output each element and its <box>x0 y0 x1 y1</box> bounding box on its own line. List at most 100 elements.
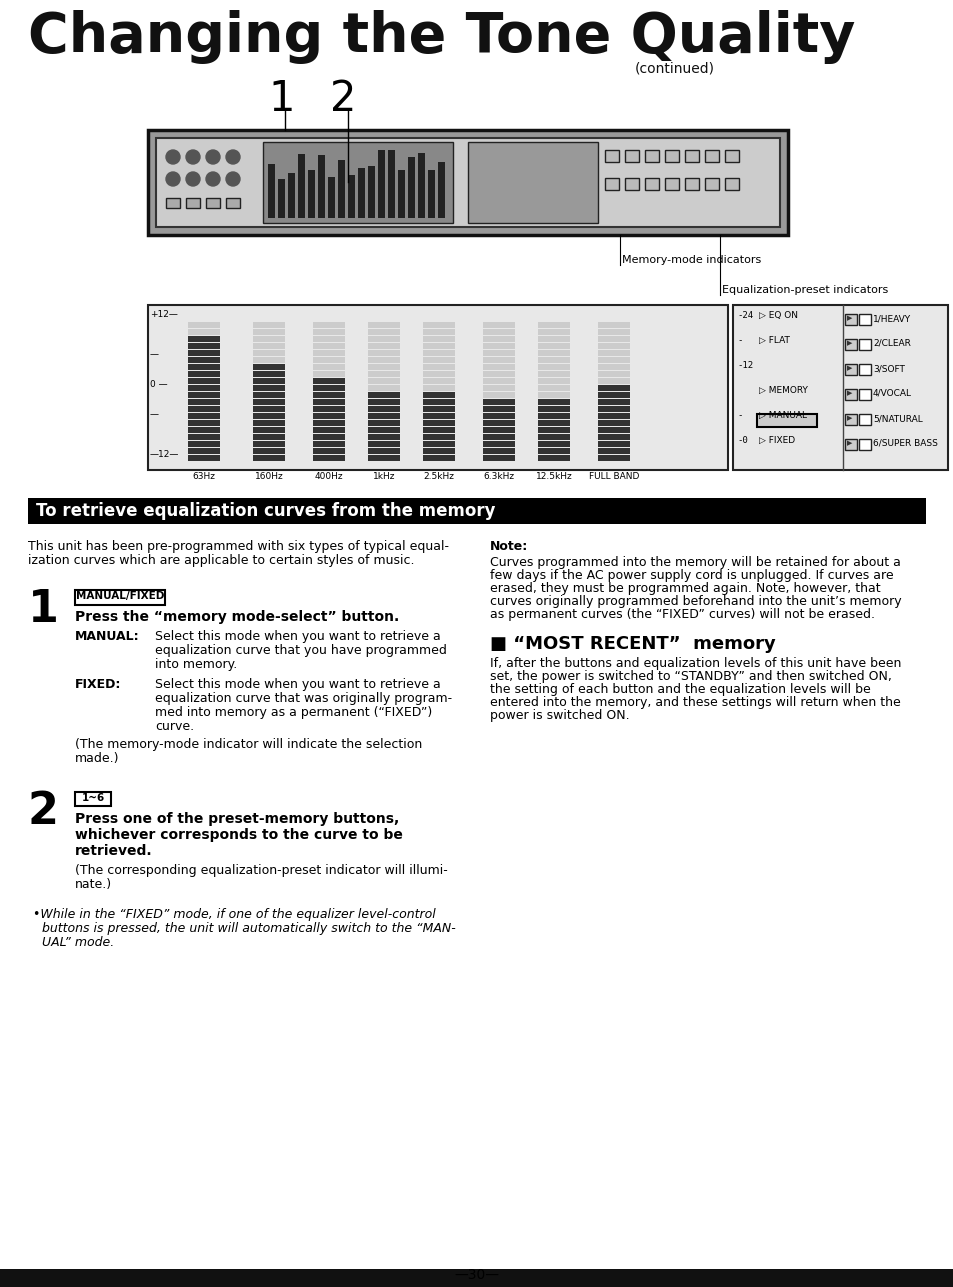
Bar <box>313 378 345 384</box>
Bar <box>482 364 515 369</box>
Bar <box>313 385 345 391</box>
Bar <box>226 198 240 208</box>
Bar <box>313 434 345 440</box>
Bar <box>537 364 569 369</box>
Bar <box>537 350 569 356</box>
Bar <box>328 178 335 218</box>
Bar <box>482 399 515 405</box>
Bar <box>368 371 399 377</box>
Bar <box>368 166 375 218</box>
Text: Select this mode when you want to retrieve a: Select this mode when you want to retrie… <box>154 678 440 691</box>
Text: as permanent curves (the “FIXED” curves) will not be erased.: as permanent curves (the “FIXED” curves)… <box>490 607 874 622</box>
Bar <box>253 356 285 363</box>
Bar <box>844 314 856 326</box>
Text: curves originally programmed beforehand into the unit’s memory: curves originally programmed beforehand … <box>490 595 901 607</box>
Text: MANUAL/FIXED: MANUAL/FIXED <box>75 591 164 601</box>
Text: ▶: ▶ <box>846 414 851 421</box>
Text: 1/HEAVY: 1/HEAVY <box>872 314 910 323</box>
Text: 12.5kHz: 12.5kHz <box>535 472 572 481</box>
Bar <box>388 151 395 218</box>
Bar <box>253 427 285 432</box>
Bar <box>253 399 285 405</box>
Bar <box>186 198 200 208</box>
Bar <box>188 434 220 440</box>
Bar <box>598 364 629 369</box>
Text: ▶: ▶ <box>846 440 851 447</box>
Text: Curves programmed into the memory will be retained for about a: Curves programmed into the memory will b… <box>490 556 900 569</box>
Bar <box>166 198 180 208</box>
Bar <box>482 336 515 342</box>
Bar <box>253 420 285 426</box>
Bar <box>598 371 629 377</box>
Text: 1: 1 <box>268 79 294 120</box>
Bar <box>422 399 455 405</box>
Bar <box>297 154 305 218</box>
Bar <box>337 160 345 218</box>
Bar <box>422 413 455 420</box>
Text: Press the “memory mode-select” button.: Press the “memory mode-select” button. <box>75 610 399 624</box>
Bar <box>598 441 629 447</box>
Bar <box>598 427 629 432</box>
Text: -0: -0 <box>737 436 747 445</box>
Bar <box>482 344 515 349</box>
Bar <box>188 344 220 349</box>
Bar <box>537 413 569 420</box>
Circle shape <box>226 151 240 163</box>
Bar <box>422 441 455 447</box>
Bar <box>684 151 699 162</box>
Text: ▷ FLAT: ▷ FLAT <box>759 336 789 345</box>
Bar <box>313 350 345 356</box>
Bar <box>368 385 399 391</box>
Bar <box>253 405 285 412</box>
Text: curve.: curve. <box>154 719 193 734</box>
Bar <box>253 322 285 328</box>
Text: —: — <box>150 411 159 420</box>
Text: 2: 2 <box>330 79 356 120</box>
Bar <box>537 420 569 426</box>
Bar <box>624 151 639 162</box>
Bar <box>253 350 285 356</box>
Bar <box>357 169 365 218</box>
Bar <box>422 427 455 432</box>
Text: into memory.: into memory. <box>154 658 237 671</box>
Text: •While in the “FIXED” mode, if one of the equalizer level-control: •While in the “FIXED” mode, if one of th… <box>33 909 436 921</box>
Bar <box>482 329 515 335</box>
Bar <box>757 414 816 427</box>
Bar <box>263 142 453 223</box>
Bar <box>844 338 856 350</box>
Bar <box>417 153 424 218</box>
Text: ▶: ▶ <box>846 366 851 371</box>
Bar <box>368 405 399 412</box>
Bar <box>368 434 399 440</box>
Bar <box>188 441 220 447</box>
Bar <box>537 456 569 461</box>
Bar <box>422 364 455 369</box>
Bar <box>408 157 415 218</box>
Bar <box>75 589 165 605</box>
Bar <box>422 393 455 398</box>
Text: erased, they must be programmed again. Note, however, that: erased, they must be programmed again. N… <box>490 582 880 595</box>
Text: 6.3kHz: 6.3kHz <box>483 472 514 481</box>
Bar <box>313 336 345 342</box>
Text: ▷ FIXED: ▷ FIXED <box>759 436 794 445</box>
Bar <box>148 130 787 236</box>
Text: (The corresponding equalization-preset indicator will illumi-: (The corresponding equalization-preset i… <box>75 864 447 876</box>
Bar <box>188 350 220 356</box>
Bar <box>422 434 455 440</box>
Bar <box>368 329 399 335</box>
Bar <box>268 163 274 218</box>
Bar <box>598 405 629 412</box>
Bar <box>537 378 569 384</box>
Bar <box>537 322 569 328</box>
Bar <box>253 344 285 349</box>
Bar <box>537 385 569 391</box>
Text: Memory-mode indicators: Memory-mode indicators <box>621 255 760 265</box>
Bar <box>277 179 285 218</box>
Bar <box>422 385 455 391</box>
Bar <box>482 413 515 420</box>
Bar <box>482 350 515 356</box>
Text: the setting of each button and the equalization levels will be: the setting of each button and the equal… <box>490 683 870 696</box>
Bar <box>313 427 345 432</box>
Bar <box>422 350 455 356</box>
Text: UAL” mode.: UAL” mode. <box>42 936 114 949</box>
